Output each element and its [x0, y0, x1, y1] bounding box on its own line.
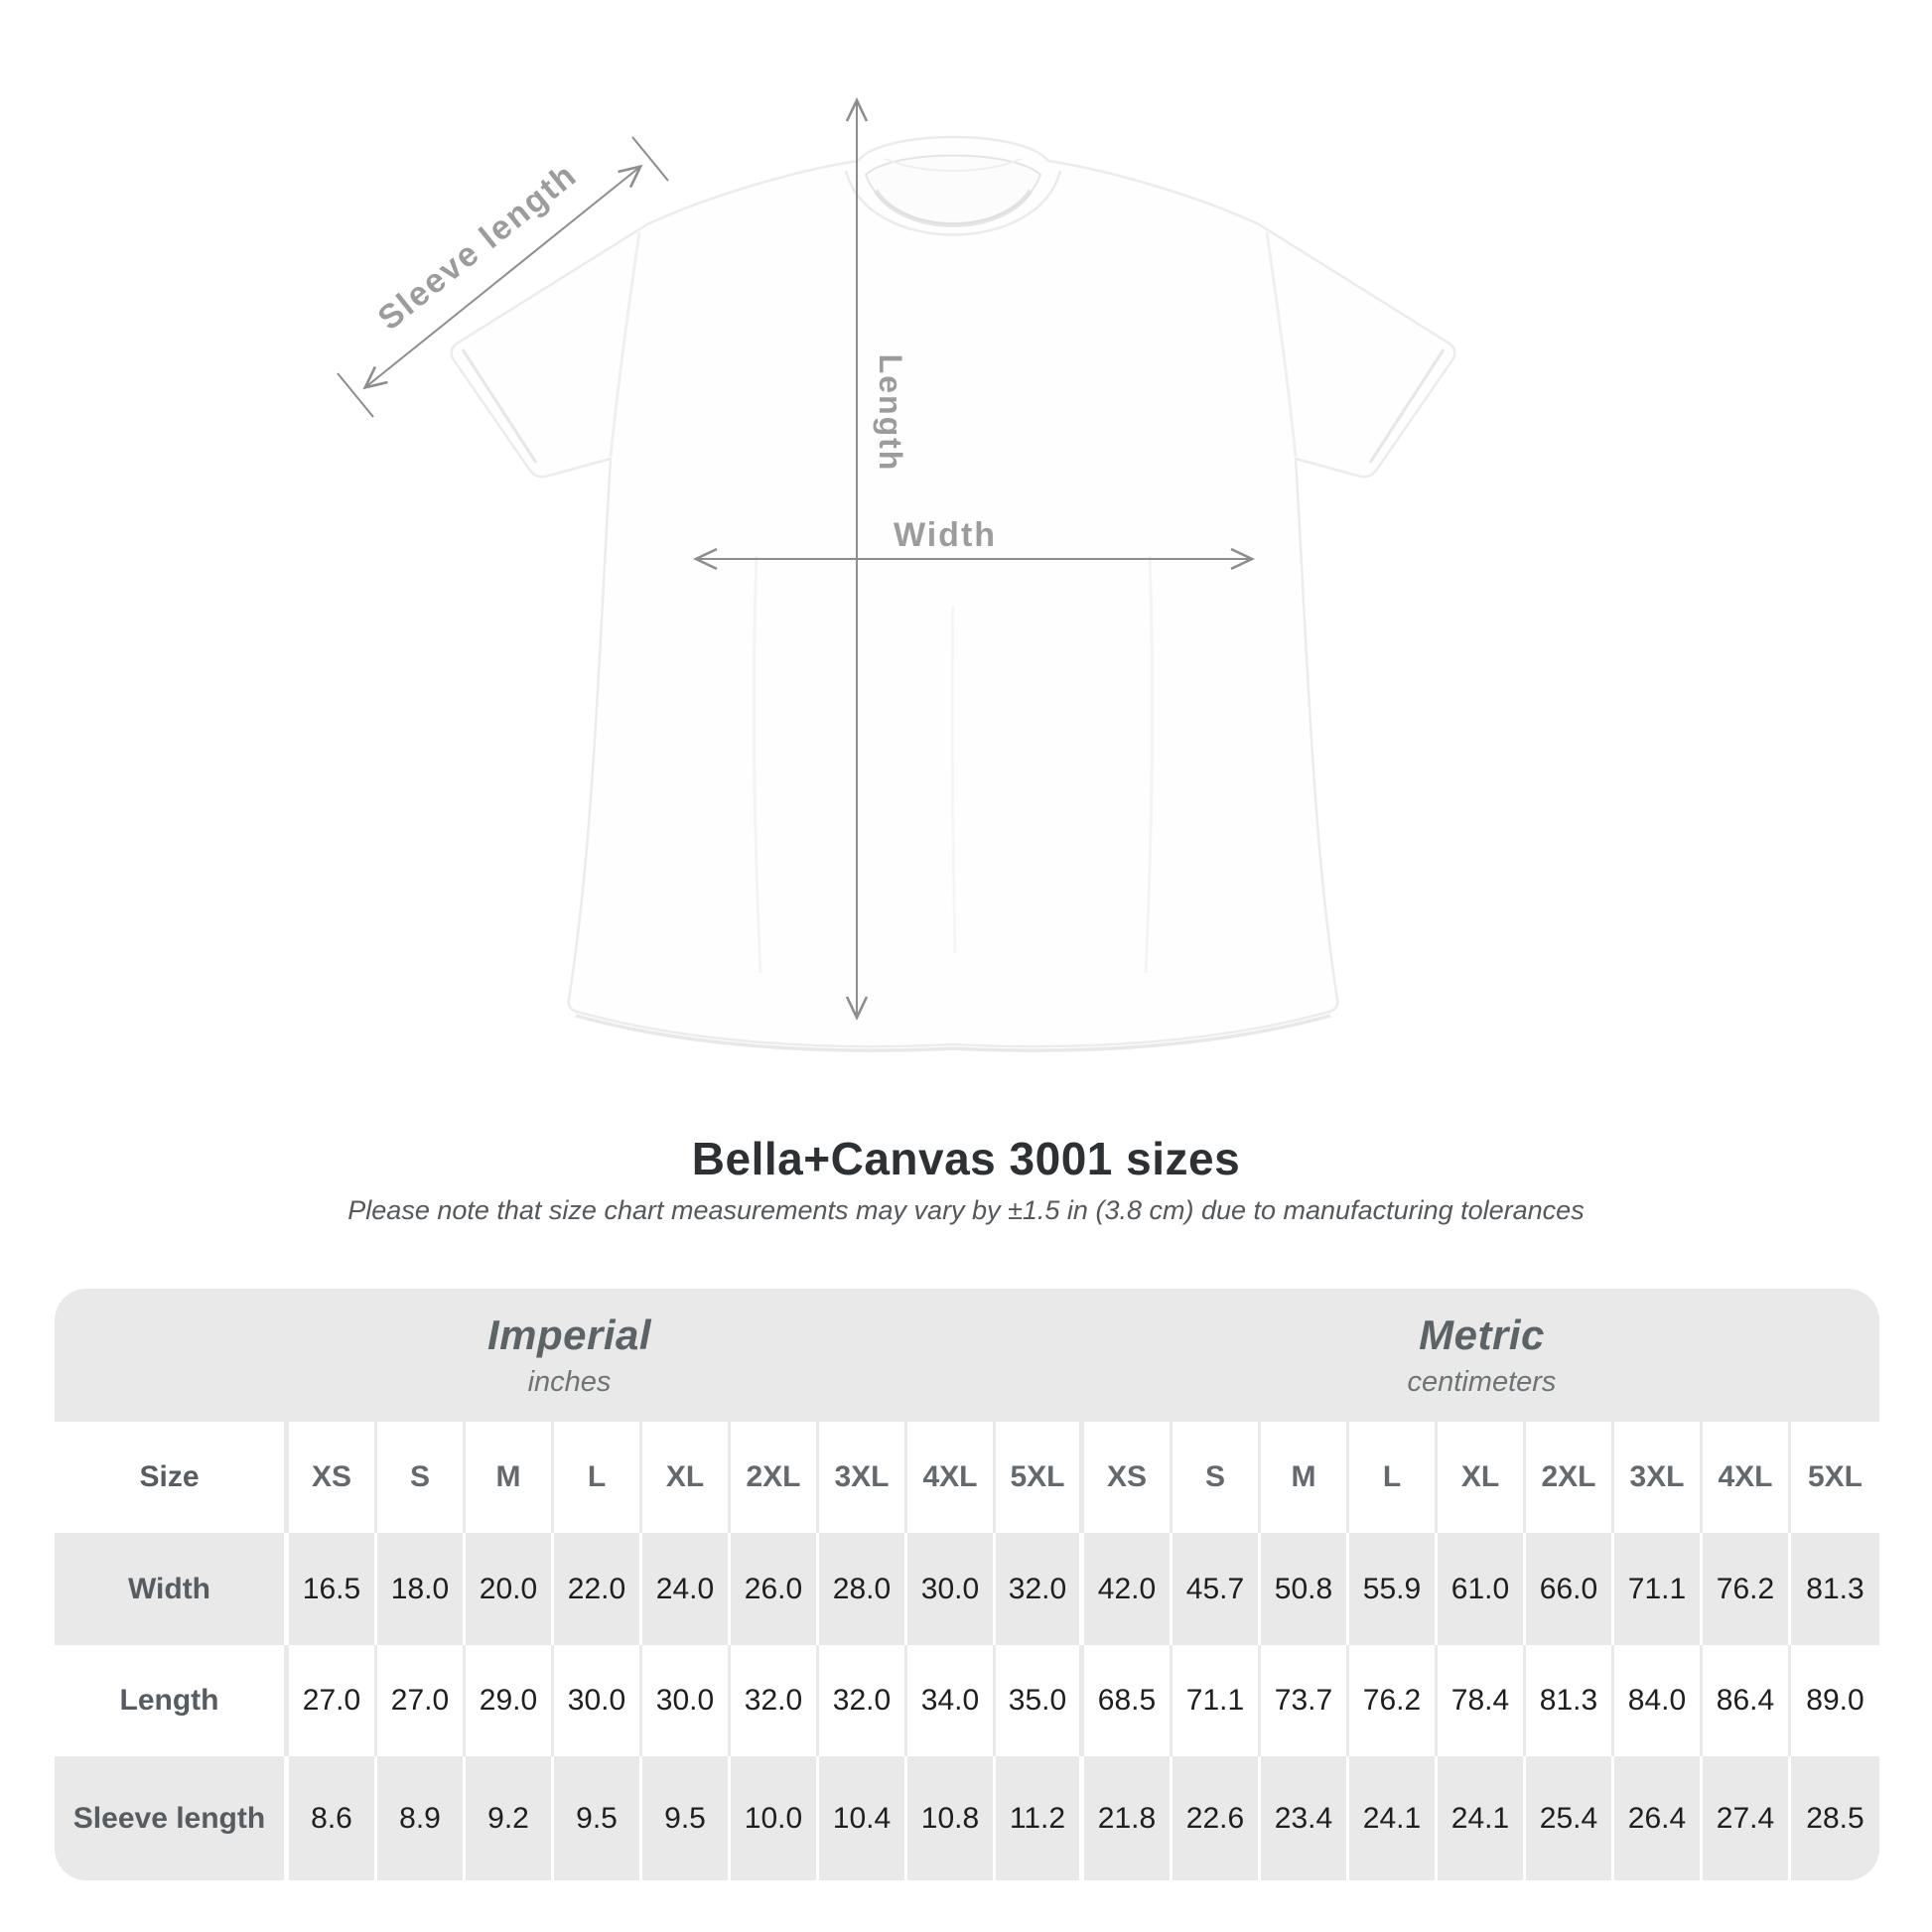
size-col-header: L — [1349, 1422, 1438, 1533]
value-cell: 55.9 — [1349, 1533, 1438, 1645]
value-cell: 21.8 — [1084, 1756, 1173, 1880]
size-col-header: 2XL — [1526, 1422, 1614, 1533]
metric-section-unit: centimeters — [1407, 1366, 1557, 1398]
value-cell: 8.6 — [289, 1756, 377, 1880]
sleeve-arrow-start-tick — [337, 372, 374, 418]
sleeve-arrow-end-tick — [631, 136, 669, 182]
value-cell: 81.3 — [1526, 1645, 1614, 1756]
value-cell: 32.0 — [819, 1645, 907, 1756]
imperial-section-header: Imperial inches — [55, 1289, 1084, 1422]
value-cell: 68.5 — [1084, 1645, 1173, 1756]
value-cell: 32.0 — [731, 1645, 819, 1756]
value-cell: 86.4 — [1703, 1645, 1791, 1756]
value-cell: 8.9 — [377, 1756, 466, 1880]
value-cell: 76.2 — [1703, 1533, 1791, 1645]
metric-section-header: Metric centimeters — [1084, 1289, 1879, 1422]
value-cell: 24.1 — [1349, 1756, 1438, 1880]
value-cell: 35.0 — [996, 1645, 1084, 1756]
tolerance-note: Please note that size chart measurements… — [347, 1195, 1585, 1225]
value-cell: 9.5 — [554, 1756, 642, 1880]
table-row: Width 16.5 18.0 20.0 22.0 24.0 26.0 28.0 30.0 32.… — [55, 1533, 1879, 1645]
value-cell: 89.0 — [1806, 1684, 1864, 1717]
width-label: Width — [894, 516, 997, 554]
value-cell: 81.3 — [1806, 1572, 1864, 1605]
value-cell: 18.0 — [377, 1533, 466, 1645]
value-cell: 30.0 — [554, 1645, 642, 1756]
value-cell: 11.2 — [996, 1756, 1084, 1880]
value-cell: 16.5 — [289, 1533, 377, 1645]
value-cell: 26.0 — [731, 1533, 819, 1645]
size-col-header: 3XL — [819, 1422, 907, 1533]
value-cell: 34.0 — [907, 1645, 996, 1756]
table-row: Length 27.0 27.0 29.0 30.0 30.0 32.0 32.0 34.0 35… — [55, 1645, 1879, 1756]
value-cell: 45.7 — [1173, 1533, 1261, 1645]
value-cell: 9.2 — [466, 1756, 554, 1880]
value-cell: 66.0 — [1526, 1533, 1614, 1645]
size-col-header: XS — [1084, 1422, 1173, 1533]
value-cell: 84.0 — [1614, 1645, 1703, 1756]
table-header-row: Size XS S M L XL 2XL 3XL 4XL 5XL XS S M L XL 2XL 3XL 4XL 5… — [55, 1422, 1879, 1533]
value-cell: 23.4 — [1261, 1756, 1349, 1880]
metric-section-title: Metric — [1419, 1311, 1545, 1358]
sleeve-length-arrow — [362, 164, 643, 390]
value-cell: 73.7 — [1261, 1645, 1349, 1756]
imperial-section-title: Imperial — [486, 1311, 652, 1358]
value-cell: 27.4 — [1703, 1756, 1791, 1880]
value-cell: 30.0 — [907, 1533, 996, 1645]
size-col-header: 2XL — [731, 1422, 819, 1533]
size-col-header: 4XL — [907, 1422, 996, 1533]
value-cell: 28.0 — [819, 1533, 907, 1645]
size-col-header: S — [1173, 1422, 1261, 1533]
tshirt-size-diagram: Sleeve length Length Width — [337, 96, 1456, 1052]
value-cell: 42.0 — [1084, 1533, 1173, 1645]
value-cell: 28.5 — [1806, 1801, 1864, 1835]
value-cell: 27.0 — [289, 1645, 377, 1756]
value-cell: 76.2 — [1349, 1645, 1438, 1756]
size-col-header: 4XL — [1703, 1422, 1791, 1533]
imperial-section-unit: inches — [527, 1366, 612, 1398]
value-cell: 78.4 — [1438, 1645, 1526, 1756]
size-col-header: M — [1261, 1422, 1349, 1533]
value-cell: 20.0 — [466, 1533, 554, 1645]
value-cell: 10.8 — [907, 1756, 996, 1880]
value-cell: 10.4 — [819, 1756, 907, 1880]
row-label: Length — [55, 1645, 289, 1756]
size-col-header: L — [554, 1422, 642, 1533]
value-cell: 50.8 — [1261, 1533, 1349, 1645]
value-cell: 71.1 — [1614, 1533, 1703, 1645]
value-cell: 61.0 — [1438, 1533, 1526, 1645]
value-cell: 26.4 — [1614, 1756, 1703, 1880]
length-label: Length — [873, 354, 908, 473]
row-label: Width — [55, 1533, 289, 1645]
size-col-header: 5XL — [996, 1422, 1084, 1533]
size-col-header: XL — [642, 1422, 731, 1533]
value-cell: 24.1 — [1438, 1756, 1526, 1880]
row-label: Sleeve length — [55, 1756, 289, 1880]
size-table-body: Size XS S M L XL 2XL 3XL 4XL 5XL XS S M L XL 2XL 3XL 4XL 5… — [55, 1422, 1879, 1880]
value-cell: 22.0 — [554, 1533, 642, 1645]
size-col-header: XL — [1438, 1422, 1526, 1533]
size-col-header: 3XL — [1614, 1422, 1703, 1533]
tshirt-illustration — [450, 135, 1456, 1052]
size-col-header: 5XL — [1807, 1460, 1863, 1493]
value-cell: 9.5 — [642, 1756, 731, 1880]
size-table: Imperial inches Metric centimeters Size X… — [55, 1289, 1879, 1880]
size-col-header: XS — [289, 1422, 377, 1533]
value-cell: 30.0 — [642, 1645, 731, 1756]
value-cell: 27.0 — [377, 1645, 466, 1756]
table-row: Sleeve length 8.6 8.9 9.2 9.5 9.5 10.0 10.4 10.8… — [55, 1756, 1879, 1880]
page-title: Bella+Canvas 3001 sizes — [691, 1133, 1241, 1184]
size-col-header: S — [377, 1422, 466, 1533]
unit-section-band: Imperial inches Metric centimeters — [55, 1289, 1879, 1422]
value-cell: 10.0 — [731, 1756, 819, 1880]
value-cell: 22.6 — [1173, 1756, 1261, 1880]
value-cell: 25.4 — [1526, 1756, 1614, 1880]
size-column-header: Size — [55, 1422, 289, 1533]
value-cell: 71.1 — [1173, 1645, 1261, 1756]
value-cell: 32.0 — [996, 1533, 1084, 1645]
value-cell: 24.0 — [642, 1533, 731, 1645]
value-cell: 29.0 — [466, 1645, 554, 1756]
size-col-header: M — [466, 1422, 554, 1533]
